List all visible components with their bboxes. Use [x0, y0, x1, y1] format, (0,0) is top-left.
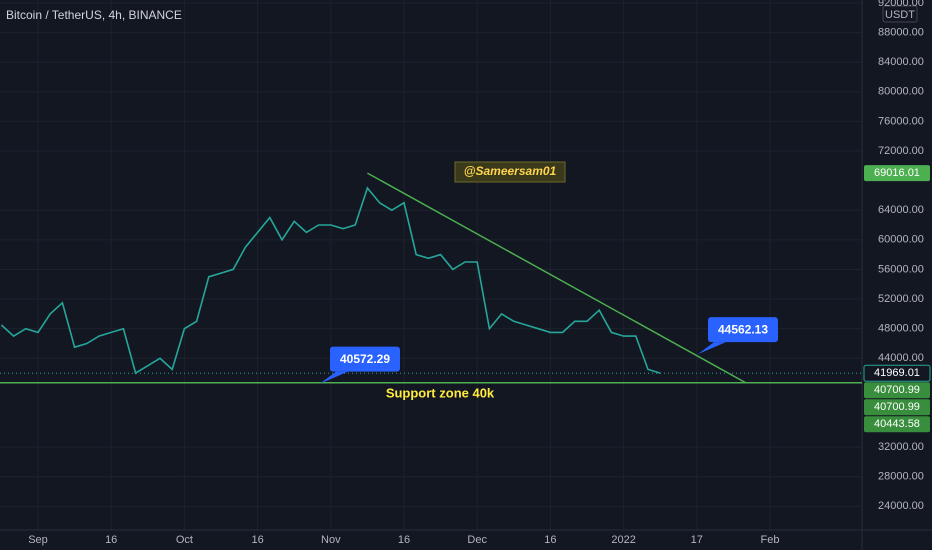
- price-label-box: [863, 364, 931, 382]
- callout-label: 40572.29: [340, 352, 390, 366]
- chart-title: Bitcoin / TetherUS, 4h, BINANCE: [6, 8, 182, 22]
- price-label-box: [864, 165, 930, 182]
- callout-label: 44562.13: [718, 322, 768, 336]
- y-tick-label: 32000.00: [878, 441, 924, 453]
- grid: [0, 0, 862, 530]
- price-label: 40443.58: [874, 418, 920, 430]
- price-label: 41969.01: [874, 367, 920, 379]
- callout-pointer: [698, 342, 726, 355]
- unit[interactable]: USDT: [885, 9, 915, 21]
- y-tick-label: 52000.00: [878, 293, 924, 305]
- y-tick-label: 80000.00: [878, 86, 924, 98]
- y-tick-label: 76000.00: [878, 115, 924, 127]
- y-tick-label: 24000.00: [878, 500, 924, 512]
- x-tick-label: Oct: [176, 534, 193, 546]
- callout-box: [330, 346, 400, 372]
- price-label-box: [864, 416, 930, 433]
- price-label-box: [864, 382, 930, 399]
- x-tick-label: 17: [691, 534, 703, 546]
- y-tick-label: 88000.00: [878, 26, 924, 38]
- trend-line: [367, 172, 746, 384]
- x-tick-label: Sep: [28, 534, 48, 546]
- x-tick-label: Nov: [321, 534, 341, 546]
- y-tick-label: 92000.00: [878, 0, 924, 9]
- x-tick-label: 16: [544, 534, 556, 546]
- support-zone-label: Support zone 40k: [386, 385, 495, 400]
- callout-box: [708, 317, 778, 343]
- y-tick-label: 56000.00: [878, 263, 924, 275]
- x-tick-label: Dec: [467, 534, 487, 546]
- watermark: @Sameersam01: [464, 164, 557, 178]
- y-tick-label: 84000.00: [878, 56, 924, 68]
- price-line: [0, 186, 661, 375]
- y-tick-label: 28000.00: [878, 471, 924, 483]
- y-tick-label: 60000.00: [878, 234, 924, 246]
- x-tick-label: 16: [398, 534, 410, 546]
- price-label: 40700.99: [874, 384, 920, 396]
- y-tick-label: 48000.00: [878, 323, 924, 335]
- x-tick-label: 16: [251, 534, 263, 546]
- price-label: 40700.99: [874, 401, 920, 413]
- x-tick-label: 2022: [611, 534, 635, 546]
- y-tick-label: 64000.00: [878, 204, 924, 216]
- callout-pointer: [320, 371, 348, 384]
- price-label-box: [864, 399, 930, 416]
- watermark-box: [454, 161, 566, 183]
- x-tick-label: Feb: [761, 534, 780, 546]
- unit-box[interactable]: [882, 5, 918, 23]
- x-tick-label: 16: [105, 534, 117, 546]
- y-tick-label: 72000.00: [878, 145, 924, 157]
- price-label: 69016.01: [874, 167, 920, 179]
- y-tick-label: 44000.00: [878, 352, 924, 364]
